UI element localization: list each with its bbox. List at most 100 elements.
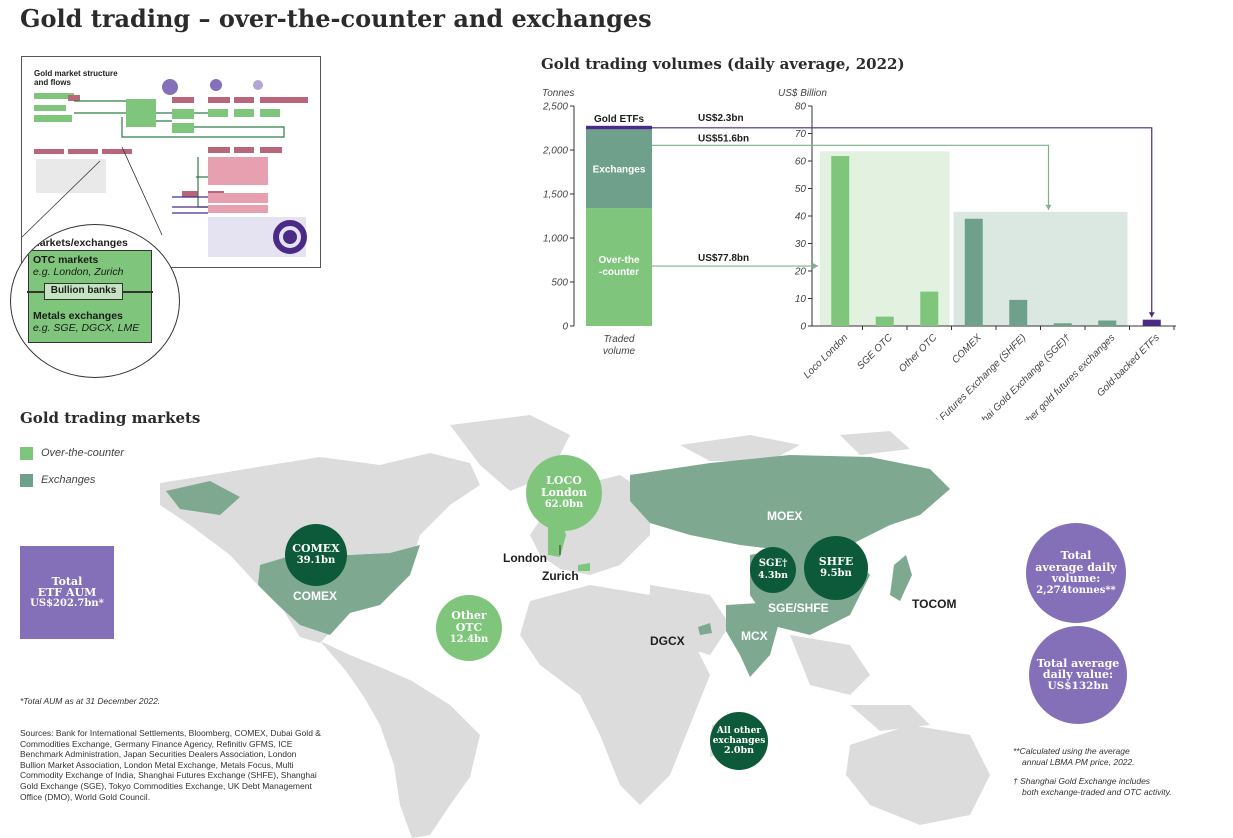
calc-footnote-line1: **Calculated using the average [1013,746,1130,756]
connector-etf-line [652,127,1153,318]
etf-aum-box: Total ETF AUM US$202.7bn* [20,546,114,639]
bar-3 [920,291,939,326]
total-value-circle: Total average daily value: US$132bn [1029,626,1127,724]
metals-exchanges-title: Metals exchanges [33,310,123,322]
total-volume-line2: average daily [1035,560,1117,574]
bubble-loco-value: 62.0bn [544,499,584,510]
segment-label-exchanges: Exchanges [593,165,646,176]
thumb-title-line2: and flows [34,78,71,87]
page-title: Gold trading – over-the-counter and exch… [20,4,652,33]
segment-label-otc-line1: Over-the [598,255,640,266]
bubble-all-other-exchanges: All other exchanges 2.0bn [710,712,768,770]
left-tick-label: 500 [551,278,568,289]
bar-8 [1142,319,1161,326]
legend-otc-label: Over-the-counter [41,447,124,459]
map-title: Gold trading markets [20,409,201,427]
total-volume-line3: volume: [1051,572,1101,585]
map-label-mcx: MCX [741,629,768,643]
sources-note: Sources: Bank for International Settleme… [20,728,321,802]
bar-7 [1098,320,1117,326]
bubble-all-other-value: 2.0bn [723,745,755,756]
stacked-bar-segment-2 [586,129,652,209]
markets-box: OTC markets e.g. London, Zurich Bullion … [27,250,153,343]
sge-footnote-line1: † Shanghai Gold Exchange includes [1013,776,1151,786]
right-tick-label: 80 [795,102,807,113]
left-tick-label: 2,000 [542,146,568,157]
connector-etf-arrowhead [1148,312,1155,318]
bar-6 [1053,323,1072,326]
value-label-otc: US$77.8bn [698,253,749,264]
total-value-line2: daily value: [1042,668,1114,682]
category-label-line2: volume [603,346,636,357]
world-map [160,415,990,838]
bar-2 [875,316,894,326]
bubble-sge: SGE† 4.3bn [750,547,796,593]
bubble-loco-london: LOCO London 62.0bn [526,455,602,531]
right-tick-label: 40 [795,212,807,223]
left-tick-label: 1,500 [543,190,568,201]
segment-label-etfs: Gold ETFs [594,114,644,125]
right-axis-label: US$ Billion [778,88,827,99]
bar-1 [831,156,850,326]
segment-label-otc-line2: -counter [599,267,639,278]
bubble-shfe: SHFE 9.5bn [804,536,868,600]
x-category-label: Loco London [802,332,851,381]
right-tick-label: 60 [795,157,807,168]
bullion-banks-box: Bullion banks [44,283,123,300]
bubble-loco-name2: London [540,486,588,499]
total-volume-circle: Total average daily volume: 2,274tonnes*… [1026,523,1126,623]
right-tick-label: 30 [795,239,807,250]
bubble-sge-value: 4.3bn [757,570,789,581]
value-label-exchanges: US$51.6bn [698,133,749,144]
thumb-title: Gold market structure and flows [34,69,118,87]
bubble-other-otc-name2: OTC [455,621,483,634]
bubble-other-otc: Other OTC 12.4bn [436,595,502,661]
thumb-title-line1: Gold market structure [34,69,118,78]
bubble-sge-name: SGE† [758,558,788,569]
stacked-bar-segment-3 [586,125,652,130]
map-label-zurich: Zurich [542,569,579,583]
calc-footnote-line2: annual LBMA PM price, 2022. [1022,756,1135,767]
right-tick-label: 10 [795,294,807,305]
thumb-diagram [22,79,308,257]
total-value-line1: Total average [1036,656,1120,670]
metals-exchanges-examples: e.g. SGE, DGCX, LME [33,322,140,334]
map-label-moex: MOEX [767,509,803,523]
connector-exchanges-line [652,144,1050,210]
bubble-all-other-name2: exchanges [712,736,766,746]
connector-exchanges-arrowhead [1045,204,1052,210]
map-label-sge-shfe: SGE/SHFE [768,601,829,615]
right-tick-label: 50 [795,184,807,195]
total-value-line3: US$132bn [1047,679,1109,692]
connector-otc-arrowhead [813,263,818,270]
otc-markets-examples: e.g. London, Zurich [33,266,124,278]
right-tick-label: 20 [794,267,807,278]
bubble-other-otc-value: 12.4bn [449,634,489,645]
total-volume-line4: 2,274tonnes** [1036,584,1116,596]
bar-4 [964,218,983,326]
map-label-london: London [503,551,547,565]
markets-magnifier: Markets/exchanges OTC markets e.g. Londo… [10,224,180,378]
map-label-comex: COMEX [293,589,338,603]
left-tick-label: 2,500 [542,102,568,113]
legend-exchanges-label: Exchanges [41,474,96,486]
legend-otc-swatch [20,447,33,460]
bubble-shfe-name: SHFE [818,555,854,568]
legend-exchanges-swatch [20,474,33,487]
markets-label: Markets/exchanges [31,237,128,249]
etf-aum-line1: Total [51,575,83,588]
etf-aum-line3: US$202.7bn* [30,598,104,609]
x-category-label: Other OTC [897,332,940,375]
bubble-other-otc-name: Other [451,609,487,622]
left-axis-label: Tonnes [542,88,574,99]
aum-footnote: *Total AUM as at 31 December 2022. [20,696,161,706]
calc-footnote: **Calculated using the average annual LB… [1013,746,1135,767]
x-category-label: COMEX [950,332,984,366]
value-label-etfs: US$2.3bn [698,113,744,124]
bubble-shfe-value: 9.5bn [820,568,852,579]
bar-5 [1009,299,1028,326]
x-category-label: SGE OTC [855,332,895,372]
right-tick-label: 0 [800,322,806,333]
bubble-comex-name: COMEX [292,542,340,555]
map-label-tocom: TOCOM [912,597,957,611]
